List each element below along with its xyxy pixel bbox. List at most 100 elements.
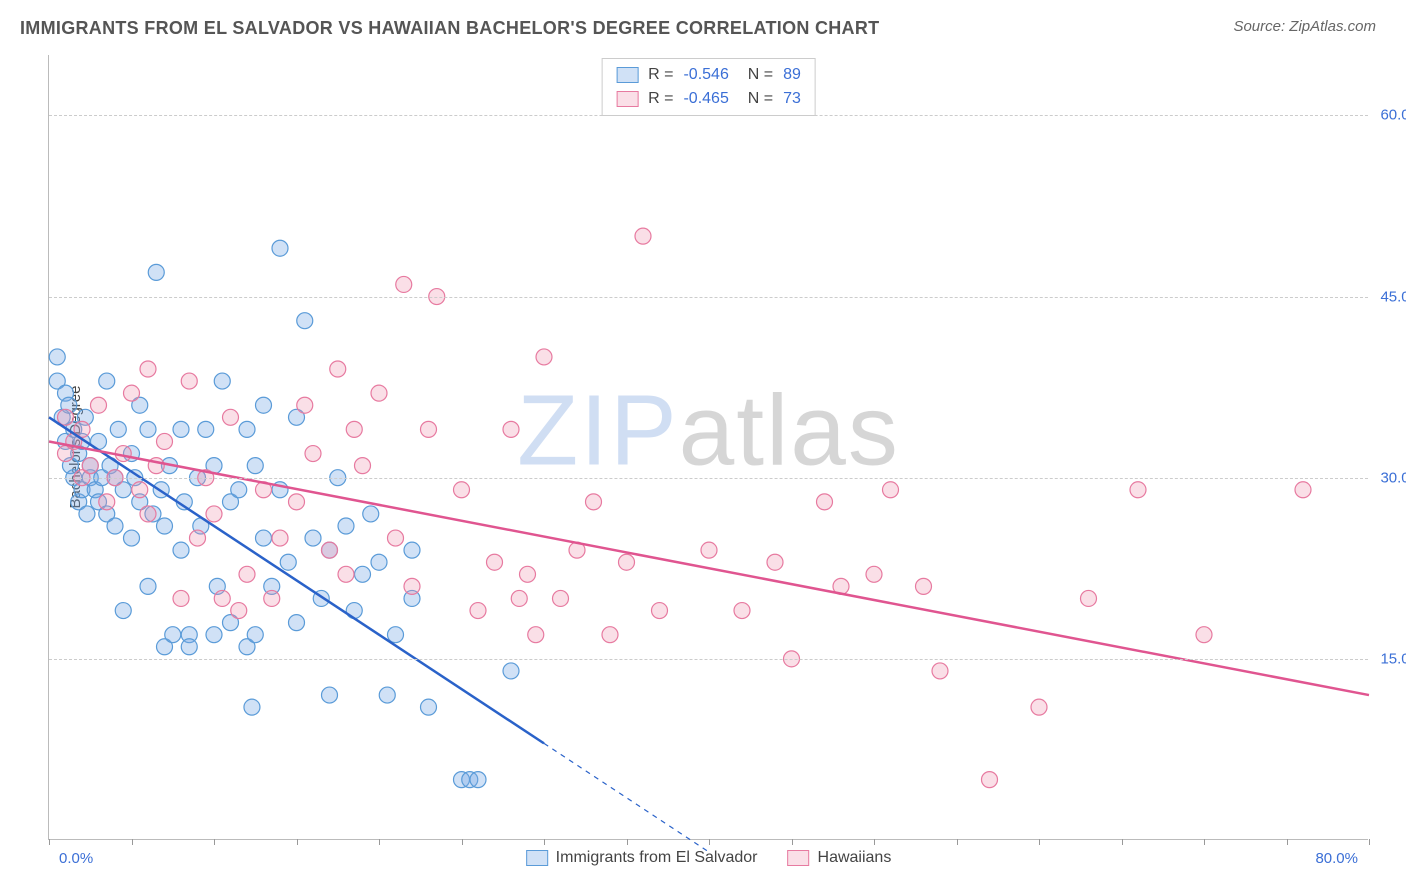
data-point bbox=[363, 506, 379, 522]
data-point bbox=[982, 772, 998, 788]
data-point bbox=[932, 663, 948, 679]
legend-n-label: N = bbox=[739, 87, 773, 111]
data-point bbox=[148, 264, 164, 280]
x-tick bbox=[1287, 839, 1288, 845]
data-point bbox=[239, 421, 255, 437]
data-point bbox=[355, 566, 371, 582]
data-point bbox=[454, 482, 470, 498]
data-point bbox=[289, 615, 305, 631]
data-point bbox=[1130, 482, 1146, 498]
x-tick bbox=[544, 839, 545, 845]
trend-line-extension bbox=[544, 743, 709, 852]
x-tick bbox=[1204, 839, 1205, 845]
legend-n-label: N = bbox=[739, 63, 773, 87]
legend-swatch bbox=[788, 850, 810, 866]
data-point bbox=[379, 687, 395, 703]
data-point bbox=[487, 554, 503, 570]
data-point bbox=[256, 530, 272, 546]
data-point bbox=[231, 482, 247, 498]
data-point bbox=[1295, 482, 1311, 498]
y-tick-label: 45.0% bbox=[1380, 288, 1406, 305]
data-point bbox=[305, 446, 321, 462]
legend-swatch bbox=[616, 91, 638, 107]
data-point bbox=[520, 566, 536, 582]
x-tick bbox=[1122, 839, 1123, 845]
data-point bbox=[157, 433, 173, 449]
x-axis-end-label: 80.0% bbox=[1315, 850, 1358, 867]
legend-n-value: 73 bbox=[783, 87, 801, 111]
data-point bbox=[79, 506, 95, 522]
data-point bbox=[206, 506, 222, 522]
chart-title: IMMIGRANTS FROM EL SALVADOR VS HAWAIIAN … bbox=[20, 18, 879, 39]
data-point bbox=[371, 385, 387, 401]
series-legend-item: Hawaiians bbox=[788, 849, 892, 867]
data-point bbox=[404, 578, 420, 594]
legend-swatch bbox=[526, 850, 548, 866]
data-point bbox=[115, 603, 131, 619]
data-point bbox=[511, 590, 527, 606]
data-point bbox=[140, 578, 156, 594]
data-point bbox=[734, 603, 750, 619]
legend-r-value: -0.465 bbox=[683, 87, 728, 111]
series-legend-label: Hawaiians bbox=[818, 849, 892, 867]
data-point bbox=[206, 627, 222, 643]
data-point bbox=[421, 699, 437, 715]
data-point bbox=[1031, 699, 1047, 715]
x-tick bbox=[379, 839, 380, 845]
data-point bbox=[1196, 627, 1212, 643]
x-tick bbox=[792, 839, 793, 845]
data-point bbox=[346, 421, 362, 437]
data-point bbox=[470, 772, 486, 788]
x-tick bbox=[709, 839, 710, 845]
x-tick bbox=[132, 839, 133, 845]
data-point bbox=[322, 542, 338, 558]
data-point bbox=[173, 542, 189, 558]
legend-r-label: R = bbox=[648, 63, 673, 87]
data-point bbox=[553, 590, 569, 606]
data-point bbox=[470, 603, 486, 619]
data-point bbox=[124, 530, 140, 546]
data-point bbox=[635, 228, 651, 244]
data-point bbox=[58, 409, 74, 425]
data-point bbox=[404, 542, 420, 558]
y-tick-label: 30.0% bbox=[1380, 469, 1406, 486]
x-tick bbox=[1369, 839, 1370, 845]
data-point bbox=[272, 530, 288, 546]
data-point bbox=[701, 542, 717, 558]
gridline bbox=[49, 478, 1368, 479]
data-point bbox=[338, 566, 354, 582]
data-point bbox=[866, 566, 882, 582]
data-point bbox=[214, 373, 230, 389]
data-point bbox=[272, 240, 288, 256]
data-point bbox=[619, 554, 635, 570]
data-point bbox=[256, 397, 272, 413]
x-axis-start-label: 0.0% bbox=[59, 850, 93, 867]
data-point bbox=[264, 590, 280, 606]
gridline bbox=[49, 115, 1368, 116]
data-point bbox=[124, 385, 140, 401]
data-point bbox=[91, 397, 107, 413]
data-point bbox=[165, 627, 181, 643]
x-tick bbox=[627, 839, 628, 845]
data-point bbox=[82, 458, 98, 474]
data-point bbox=[602, 627, 618, 643]
data-point bbox=[173, 590, 189, 606]
data-point bbox=[503, 663, 519, 679]
data-point bbox=[239, 566, 255, 582]
data-point bbox=[244, 699, 260, 715]
data-point bbox=[198, 421, 214, 437]
series-legend-item: Immigrants from El Salvador bbox=[526, 849, 758, 867]
data-point bbox=[528, 627, 544, 643]
data-point bbox=[289, 494, 305, 510]
scatter-svg bbox=[49, 55, 1368, 839]
data-point bbox=[247, 627, 263, 643]
x-tick bbox=[1039, 839, 1040, 845]
data-point bbox=[107, 518, 123, 534]
source-credit: Source: ZipAtlas.com bbox=[1233, 18, 1376, 35]
data-point bbox=[916, 578, 932, 594]
data-point bbox=[297, 313, 313, 329]
legend-r-value: -0.546 bbox=[683, 63, 728, 87]
data-point bbox=[190, 530, 206, 546]
data-point bbox=[99, 494, 115, 510]
data-point bbox=[99, 373, 115, 389]
